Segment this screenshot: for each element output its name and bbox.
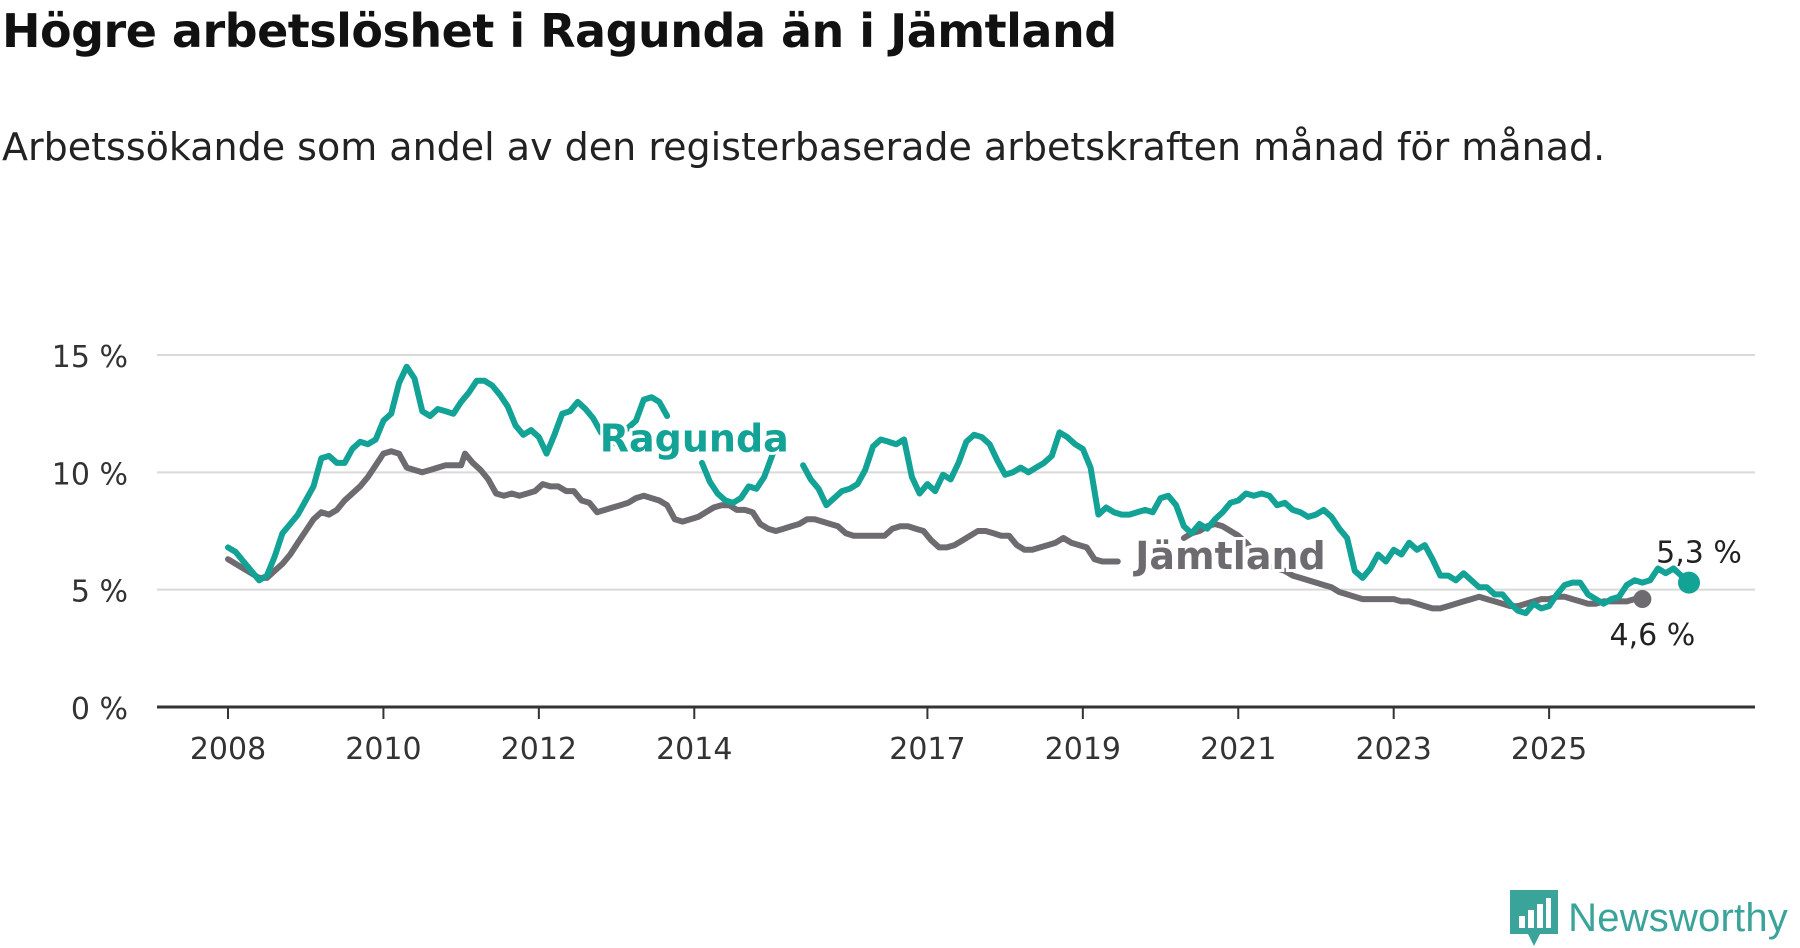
y-axis: 0 % 5 % 10 % 15 % [52, 340, 128, 727]
end-value-label: 5,3 % [1656, 536, 1742, 571]
end-value-label: 4,6 % [1609, 618, 1695, 653]
newsworthy-logo-text: Newsworthy [1568, 895, 1788, 940]
series-line-ragunda [225, 363, 671, 584]
line-chart: 0 %5 %10 %15 % 2008 2010 2012 2014 2017 2019 2… [52, 340, 1755, 767]
series-name-label: Jämtland [1132, 534, 1325, 578]
y-tick-label: 10 % [52, 457, 128, 492]
series-lines [225, 363, 1700, 617]
end-point-marker [1678, 571, 1700, 594]
x-tick-label: 2023 [1356, 732, 1432, 767]
newsworthy-logo: Newsworthy [1510, 890, 1788, 946]
x-tick-label: 2019 [1045, 732, 1121, 767]
y-tick-label: 5 % [71, 575, 128, 610]
y-tick-label: 0 % [71, 692, 128, 727]
end-point-marker [1633, 590, 1652, 609]
newsworthy-logo-icon [1510, 890, 1559, 946]
x-tick-label: 2021 [1200, 732, 1276, 767]
x-tick-label: 2014 [656, 732, 732, 767]
series-name-label: Ragunda [600, 416, 789, 460]
x-tick-label: 2012 [501, 732, 577, 767]
x-tick-label: 2025 [1511, 732, 1587, 767]
x-tick-label: 2008 [190, 732, 266, 767]
x-tick-label: 2010 [345, 732, 421, 767]
chart-title: Högre arbetslöshet i Ragunda än i Jämtla… [2, 4, 1117, 58]
x-tick-label: 2017 [889, 732, 965, 767]
series-line-jamtland [1180, 521, 1646, 612]
line-labels: 4,6 % 5,3 % Ragunda Jämtland [597, 413, 1742, 653]
series-line-ragunda [800, 429, 1692, 617]
series-line-ragunda [699, 434, 783, 506]
chart-subtitle: Arbetssökande som andel av den registerb… [2, 125, 1606, 169]
x-axis: 2008 2010 2012 2014 2017 2019 2021 2023 2025 [190, 707, 1587, 767]
series-line-jamtland [225, 448, 1121, 581]
y-tick-label: 15 % [52, 340, 128, 375]
